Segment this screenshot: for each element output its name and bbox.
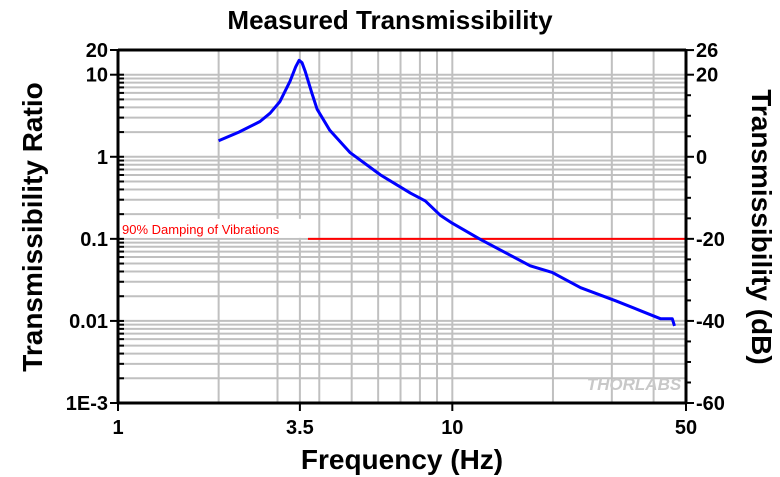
- x-axis-label: Frequency (Hz): [301, 444, 503, 475]
- y-tick-label: 0.01: [69, 311, 108, 333]
- transmissibility-curve: [218, 58, 676, 327]
- damping-annotation: 90% Damping of Vibrations: [122, 222, 280, 237]
- x-tick-label: 10: [441, 417, 463, 439]
- y-tick-label: 20: [86, 40, 108, 62]
- x-tick-label: 50: [675, 417, 697, 439]
- y-tick-label: 1E-3: [66, 393, 108, 415]
- chart-title: Measured Transmissibility: [227, 5, 553, 35]
- y-axis-label: Transmissibility Ratio: [17, 82, 48, 371]
- ticks: 1 3.5 10 50 20 10 1 0.1 0.01 1E-3 26 20 0 -20 -40 -60: [66, 40, 725, 439]
- y2-tick-label: 0: [696, 147, 707, 169]
- x-tick-label: 3.5: [286, 417, 314, 439]
- y2-tick-label: -60: [696, 393, 725, 415]
- annotation-background: [120, 218, 308, 238]
- y-tick-label: 0.1: [80, 229, 108, 251]
- y2-tick-label: 20: [696, 65, 718, 87]
- y-tick-label: 10: [86, 65, 108, 87]
- y2-axis-label: Transmissibility (dB): [746, 89, 777, 364]
- y2-tick-label: -40: [696, 311, 725, 333]
- y2-tick-label: 26: [696, 40, 718, 62]
- y-tick-label: 1: [97, 147, 108, 169]
- marks: 90% Damping of Vibrations: [120, 58, 686, 327]
- watermark-logo: THORLABS: [587, 375, 682, 394]
- y2-tick-label: -20: [696, 229, 725, 251]
- x-tick-label: 1: [112, 417, 123, 439]
